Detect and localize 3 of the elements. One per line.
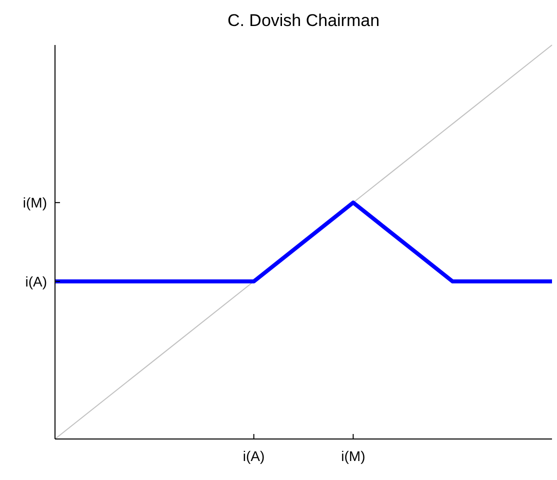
text: i(M) [22,194,47,211]
chart-title: C. Dovish Chairman [227,11,380,30]
text: i(A) [25,273,47,290]
